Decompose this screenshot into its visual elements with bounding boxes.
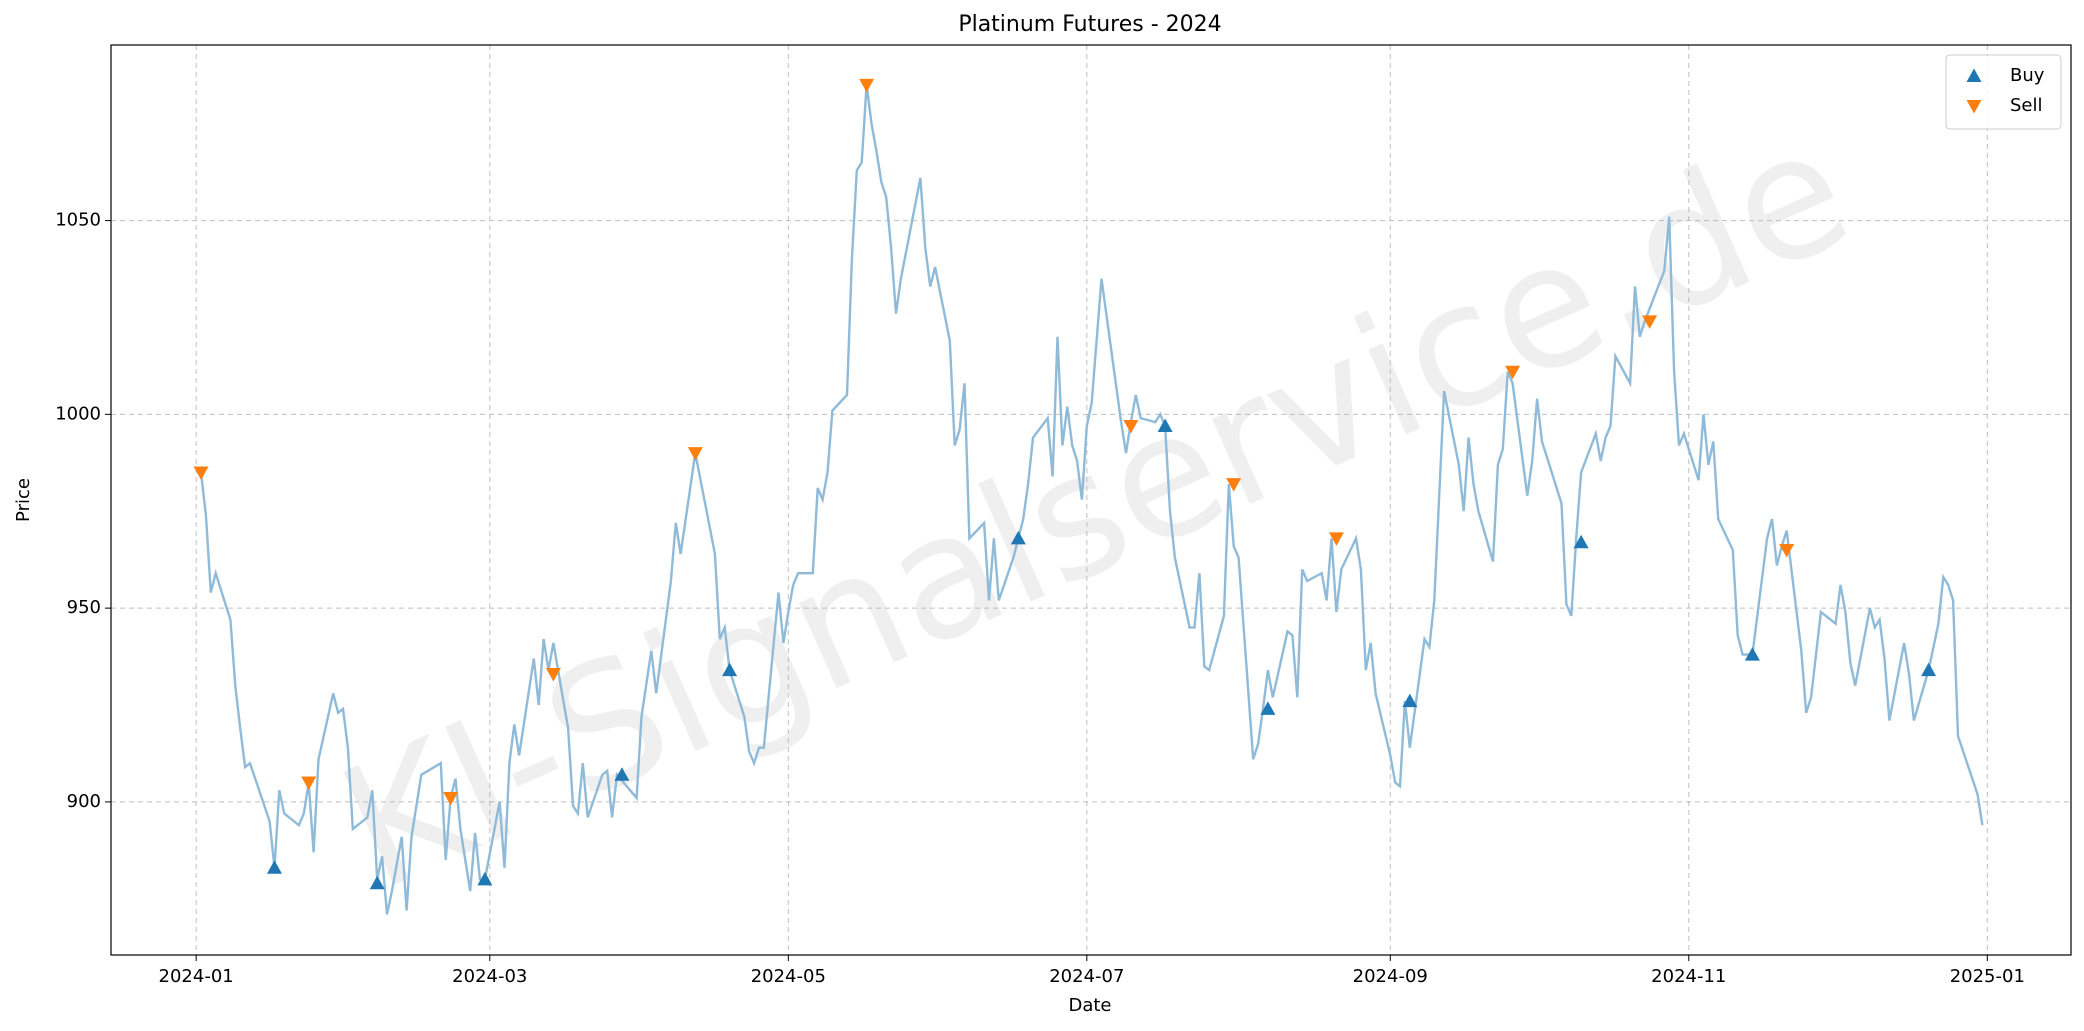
y-tick-label: 1050 bbox=[55, 210, 101, 231]
x-tick-label: 2024-11 bbox=[1651, 966, 1726, 987]
plot-frame bbox=[110, 44, 2072, 956]
signal-marker bbox=[545, 668, 561, 682]
signal-marker bbox=[443, 792, 459, 806]
x-tick-label: 2024-03 bbox=[452, 966, 527, 987]
chart-title: Platinum Futures - 2024 bbox=[958, 12, 1221, 37]
signal-marker bbox=[1226, 478, 1242, 492]
legend-label: Sell bbox=[2010, 95, 2043, 116]
signal-marker bbox=[1921, 662, 1937, 677]
y-axis-label: Price bbox=[13, 478, 34, 522]
signal-marker bbox=[859, 78, 875, 93]
x-tick-label: 2024-01 bbox=[159, 966, 234, 987]
y-tick-label: 900 bbox=[67, 791, 101, 812]
signal-marker bbox=[1642, 315, 1658, 329]
signal-marker bbox=[614, 767, 630, 781]
x-tick-label: 2024-09 bbox=[1353, 966, 1428, 987]
x-tick-label: 2025-01 bbox=[1950, 966, 2025, 987]
signal-marker bbox=[193, 466, 209, 480]
signal-marker bbox=[301, 776, 317, 791]
legend-marker bbox=[1966, 68, 1982, 82]
legend-label: Buy bbox=[2010, 65, 2045, 86]
signal-marker bbox=[1010, 530, 1026, 545]
signal-marker bbox=[1402, 693, 1418, 708]
signal-marker bbox=[1123, 419, 1139, 434]
signal-marker bbox=[1505, 365, 1521, 380]
signal-marker bbox=[1779, 543, 1795, 558]
signal-marker bbox=[722, 662, 738, 677]
x-tick-label: 2024-05 bbox=[751, 966, 826, 987]
signal-marker bbox=[1744, 647, 1760, 661]
signal-marker bbox=[1573, 534, 1589, 549]
signal-marker bbox=[687, 447, 703, 461]
signal-marker bbox=[1328, 532, 1344, 546]
x-tick-label: 2024-07 bbox=[1049, 966, 1124, 987]
y-tick-label: 1000 bbox=[55, 403, 101, 424]
signal-marker bbox=[369, 875, 385, 890]
signal-marker bbox=[1260, 701, 1276, 715]
y-tick-label: 950 bbox=[67, 597, 101, 618]
x-axis-label: Date bbox=[1068, 995, 1111, 1016]
signal-marker bbox=[1157, 418, 1173, 432]
legend-marker bbox=[1966, 100, 1982, 114]
signal-marker bbox=[266, 860, 282, 874]
signal-marker bbox=[477, 871, 493, 886]
price-line bbox=[199, 84, 1984, 915]
